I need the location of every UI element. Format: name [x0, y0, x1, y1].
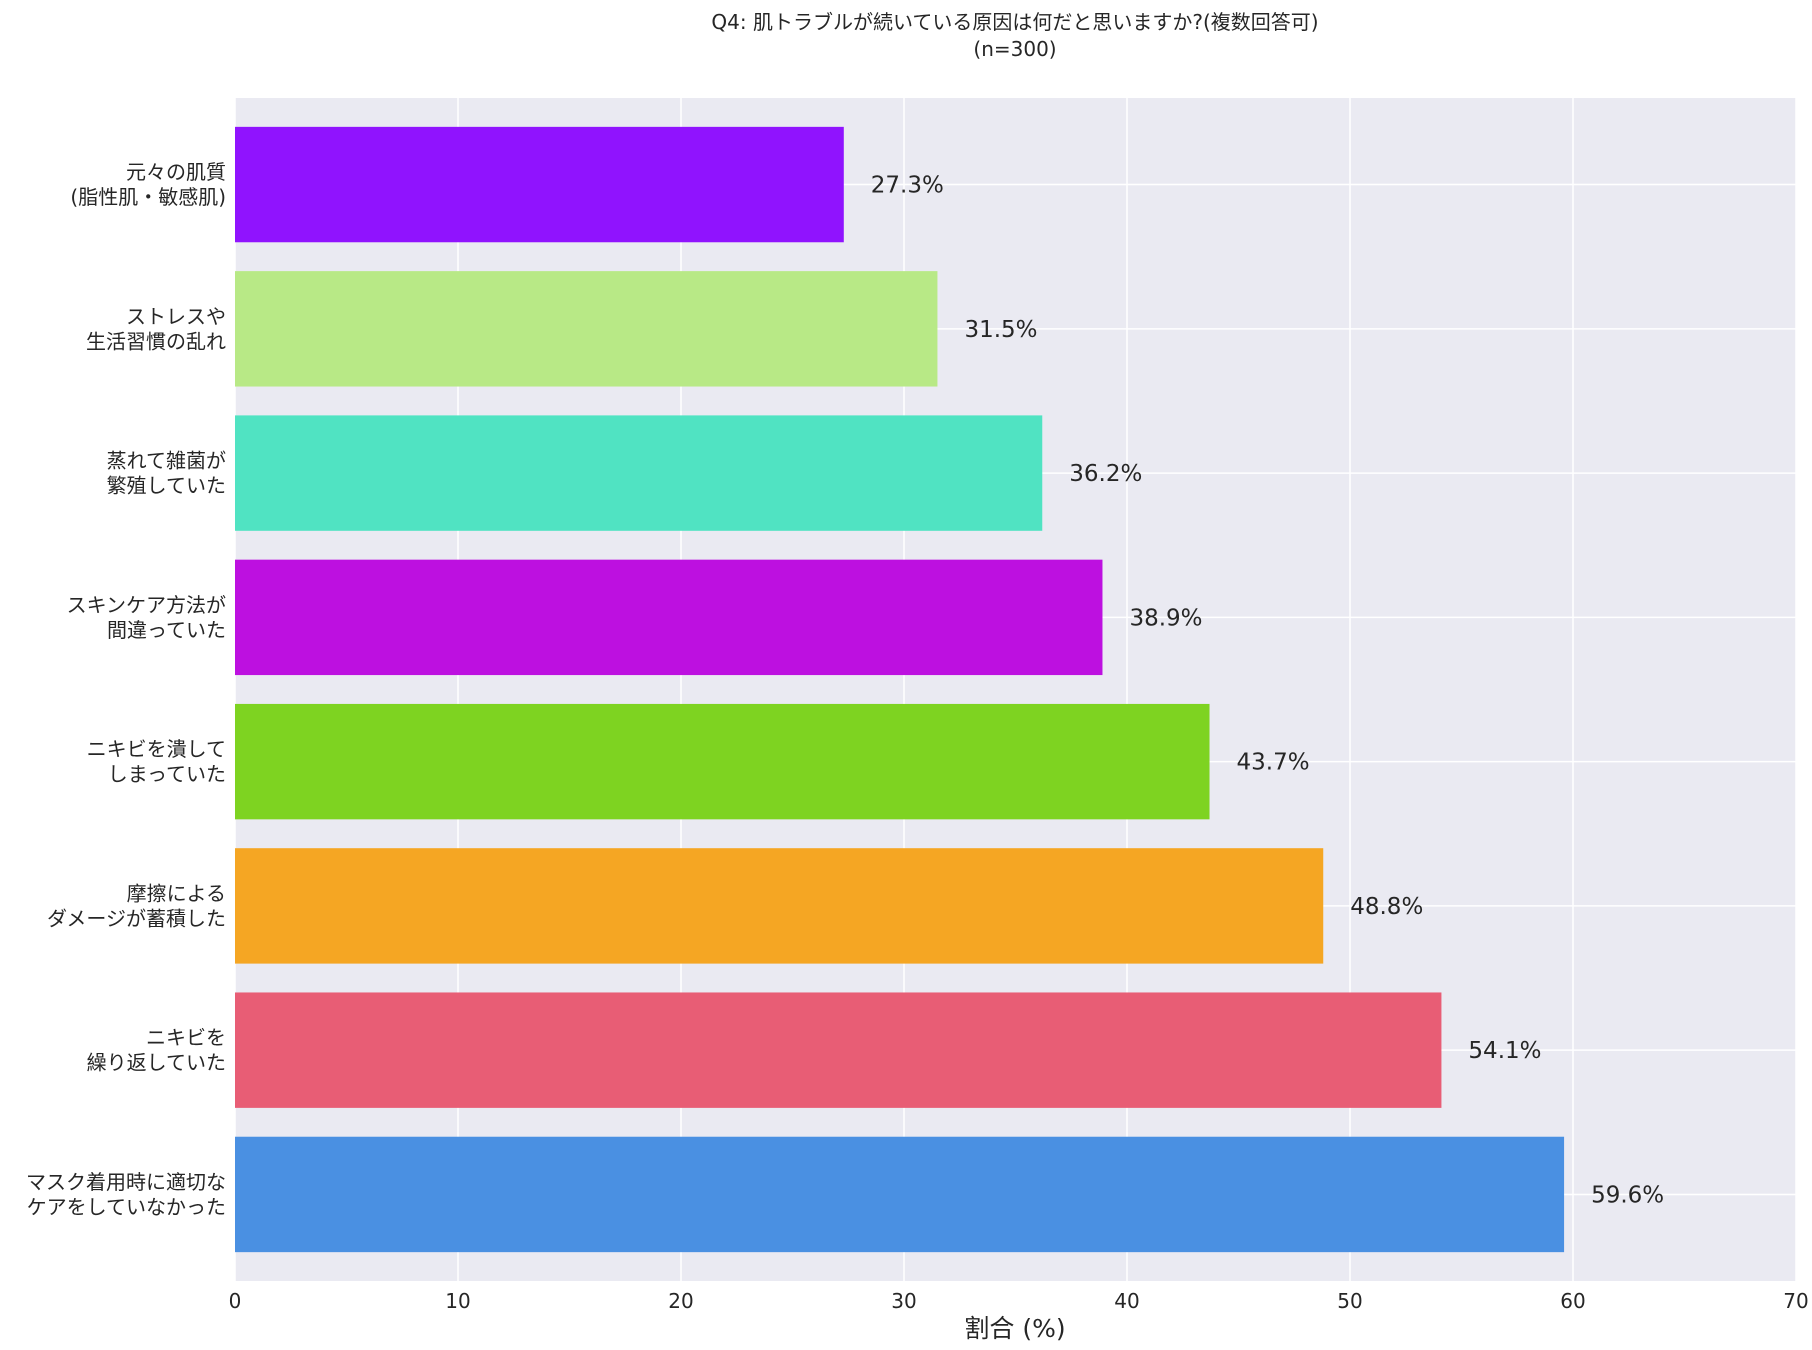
bar-value-label: 27.3% [871, 173, 944, 199]
x-tick-label: 30 [891, 1289, 916, 1313]
x-tick-label: 10 [445, 1289, 470, 1313]
x-tick-label: 50 [1337, 1289, 1362, 1313]
category-label: 元々の肌質(脂性肌・敏感肌) [70, 160, 226, 209]
x-tick-labels: 0 10 20 30 40 50 60 70 [229, 1289, 1809, 1313]
bar [235, 415, 1043, 531]
bar [235, 848, 1324, 964]
x-tick-label: 20 [668, 1289, 693, 1313]
category-labels: 元々の肌質(脂性肌・敏感肌) ストレスや生活習慣の乱れ蒸れて雑菌が繁殖していたスキ… [26, 160, 226, 1219]
bar [235, 271, 938, 387]
bar-value-label: 38.9% [1129, 605, 1202, 631]
bar [235, 992, 1442, 1108]
x-axis-label: 割合 (%) [964, 1314, 1065, 1343]
category-label: 蒸れて雑菌が繁殖していた [107, 449, 226, 498]
bar-value-label: 31.5% [964, 317, 1037, 343]
bar [235, 1136, 1565, 1253]
x-tick-label: 70 [1783, 1289, 1808, 1313]
x-tick-label: 40 [1114, 1289, 1139, 1313]
bar [235, 559, 1103, 676]
x-tick-label: 0 [229, 1289, 242, 1313]
value-labels: 27.3% 31.5% 36.2% 38.9% 43.7% 48.8% 54.1% 59.6% [871, 173, 1664, 1209]
bar-value-label: 43.7% [1237, 750, 1310, 776]
category-label: ストレスや生活習慣の乱れ [86, 304, 226, 353]
category-label: マスク着用時に適切なケアをしていなかった [26, 1170, 226, 1219]
bar-value-label: 54.1% [1468, 1038, 1541, 1064]
chart-subtitle: (n=300) [973, 37, 1056, 61]
bars [235, 126, 1565, 1253]
category-label: ニキビを潰してしまっていた [87, 737, 226, 786]
bar [235, 703, 1210, 820]
chart-title: Q4: 肌トラブルが続いている原因は何だと思いますか?(複数回答可) [711, 10, 1318, 34]
x-tick-label: 60 [1560, 1289, 1585, 1313]
bar-value-label: 36.2% [1069, 461, 1142, 487]
category-label: ニキビを繰り返していた [87, 1026, 226, 1075]
category-label: スキンケア方法が間違っていた [67, 593, 226, 642]
bar-value-label: 59.6% [1591, 1182, 1664, 1208]
category-label: 摩擦によるダメージが蓄積した [47, 881, 226, 930]
bar-value-label: 48.8% [1350, 894, 1423, 920]
bar [235, 126, 844, 243]
